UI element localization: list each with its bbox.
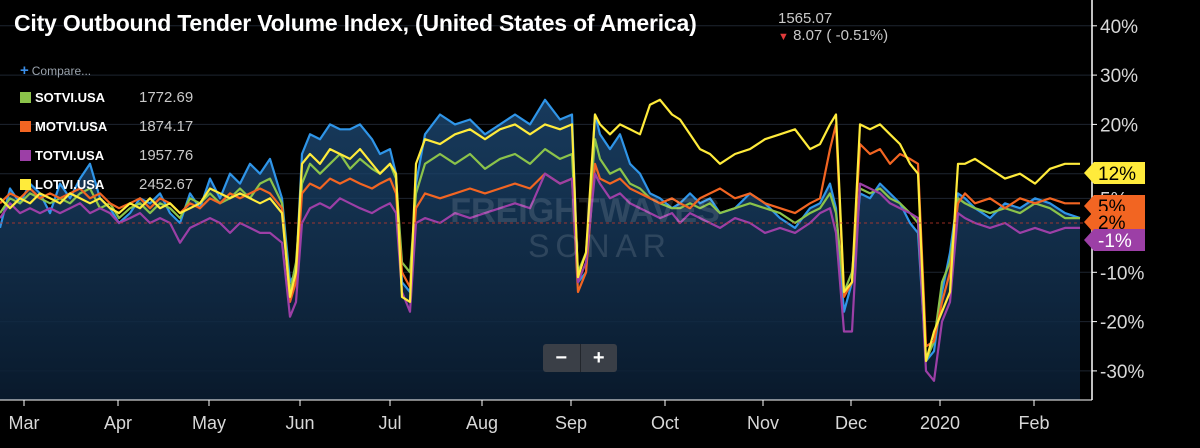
current-value: 1565.07 xyxy=(778,10,833,27)
legend-name: MOTVI.USA xyxy=(35,119,108,134)
series-line-0 xyxy=(0,98,1081,363)
legend-swatch xyxy=(20,92,31,103)
legend-item-motvi[interactable]: MOTVI.USA 1874.17 xyxy=(20,112,193,141)
legend-value: 1772.69 xyxy=(139,89,194,106)
legend-value: 1874.17 xyxy=(139,118,194,135)
legend-name: SOTVI.USA xyxy=(35,90,106,105)
legend-name: LOTVI.USA xyxy=(35,177,105,192)
legend-name: TOTVI.USA xyxy=(35,148,105,163)
y-tick-label: -20% xyxy=(1100,313,1144,334)
zoom-in-button[interactable]: + xyxy=(592,346,605,369)
end-value-label: -1% xyxy=(1098,231,1132,252)
series-line-4 xyxy=(0,98,1080,363)
x-tick-label: Jun xyxy=(285,413,314,433)
chart-title: City Outbound Tender Volume Index, (Unit… xyxy=(14,10,697,36)
legend-item-totvi[interactable]: TOTVI.USA 1957.76 xyxy=(20,141,193,170)
value-readout: 1565.07 ▼ 8.07 ( -0.51%) xyxy=(778,10,888,46)
compare-button[interactable]: + Compare... xyxy=(20,62,193,79)
y-tick-label: 40% xyxy=(1100,17,1138,38)
y-tick-label: -30% xyxy=(1100,362,1144,383)
x-tick-label: Jul xyxy=(378,413,401,433)
x-tick-label: Nov xyxy=(747,413,779,433)
x-tick-label: 2020 xyxy=(920,413,960,433)
legend-item-lotvi[interactable]: LOTVI.USA 2452.67 xyxy=(20,170,193,199)
compare-label: Compare... xyxy=(31,64,92,78)
end-value-tag: 2% xyxy=(1084,211,1145,234)
series-line-1 xyxy=(0,138,1080,363)
x-tick-label: Feb xyxy=(1018,413,1049,433)
legend-swatch xyxy=(20,179,31,190)
end-value-label: 12% xyxy=(1098,164,1136,185)
series-line-3 xyxy=(0,172,1080,382)
legend-item-sotvi[interactable]: SOTVI.USA 1772.69 xyxy=(20,83,193,112)
zoom-control: − + xyxy=(543,344,617,372)
y-tick-label: 30% xyxy=(1100,66,1138,87)
end-value-tag: 12% xyxy=(1084,162,1145,185)
x-tick-label: Dec xyxy=(835,413,867,433)
y-tick-label: 20% xyxy=(1100,115,1138,136)
x-tick-label: May xyxy=(192,413,226,433)
watermark-text-1: FREIGHTWAVES xyxy=(450,192,720,230)
watermark-text-2: SONAR xyxy=(528,228,672,264)
x-tick-label: Mar xyxy=(9,413,40,433)
x-tick-label: Oct xyxy=(651,413,679,433)
end-value-label: 2% xyxy=(1098,213,1126,234)
end-value-tag: -1% xyxy=(1084,229,1145,252)
plus-icon: + xyxy=(20,62,29,79)
x-tick-label: Sep xyxy=(555,413,587,433)
legend: + Compare... SOTVI.USA 1772.69 MOTVI.USA … xyxy=(20,62,193,199)
legend-swatch xyxy=(20,150,31,161)
change-value: 8.07 ( -0.51%) xyxy=(793,27,889,44)
legend-swatch xyxy=(20,121,31,132)
down-arrow-icon: ▼ xyxy=(778,31,789,43)
legend-value: 1957.76 xyxy=(139,147,194,164)
x-tick-label: Apr xyxy=(104,413,132,433)
x-tick-label: Aug xyxy=(466,413,498,433)
series-area xyxy=(0,99,1080,401)
zoom-out-button[interactable]: − xyxy=(543,344,581,372)
y-tick-label: -10% xyxy=(1100,263,1144,284)
legend-value: 2452.67 xyxy=(139,176,194,193)
